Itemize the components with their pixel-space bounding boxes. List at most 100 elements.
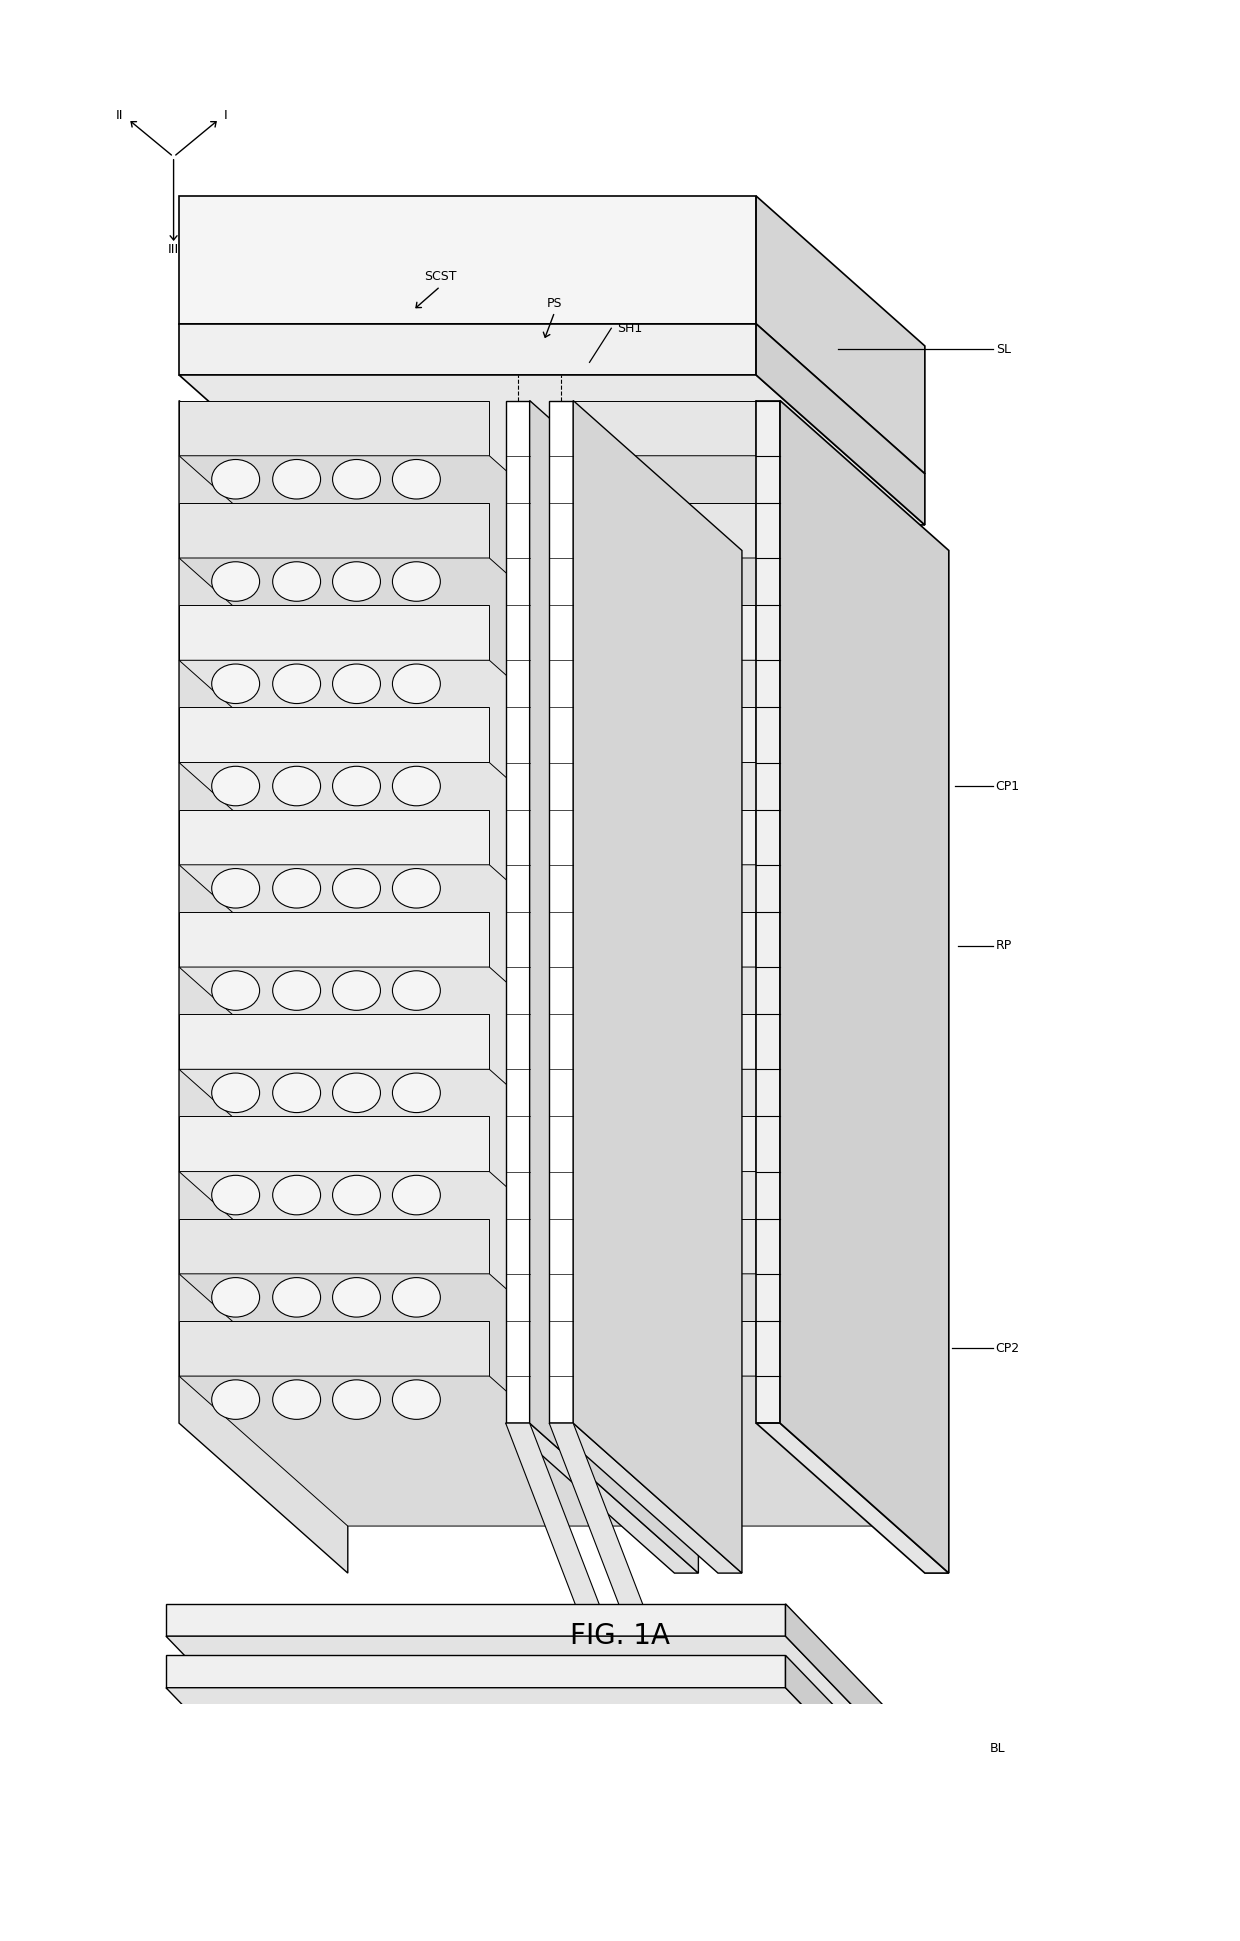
Polygon shape xyxy=(781,1176,892,1312)
Polygon shape xyxy=(781,563,892,699)
Polygon shape xyxy=(573,1322,756,1376)
Ellipse shape xyxy=(273,1277,321,1318)
Polygon shape xyxy=(166,1811,785,1842)
Polygon shape xyxy=(179,809,490,866)
Polygon shape xyxy=(781,460,892,596)
Ellipse shape xyxy=(273,664,321,703)
Polygon shape xyxy=(179,400,490,456)
Ellipse shape xyxy=(212,664,259,703)
Ellipse shape xyxy=(332,868,381,908)
Ellipse shape xyxy=(392,970,440,1011)
Polygon shape xyxy=(781,1380,892,1516)
Ellipse shape xyxy=(273,1380,321,1419)
Polygon shape xyxy=(179,606,490,660)
Ellipse shape xyxy=(212,1176,259,1215)
Ellipse shape xyxy=(212,460,259,499)
Ellipse shape xyxy=(332,1380,381,1419)
Polygon shape xyxy=(573,1172,925,1322)
Polygon shape xyxy=(179,1172,658,1322)
Text: PS: PS xyxy=(547,297,563,311)
Polygon shape xyxy=(573,967,925,1116)
Polygon shape xyxy=(781,1279,892,1413)
Text: II: II xyxy=(117,109,124,122)
Polygon shape xyxy=(506,400,529,1423)
Ellipse shape xyxy=(361,439,391,464)
Ellipse shape xyxy=(241,439,272,464)
Polygon shape xyxy=(781,1073,892,1209)
Polygon shape xyxy=(166,1636,889,1743)
Text: WL2: WL2 xyxy=(579,1036,601,1046)
Ellipse shape xyxy=(273,1176,321,1215)
Polygon shape xyxy=(781,767,892,903)
Polygon shape xyxy=(573,809,756,866)
Ellipse shape xyxy=(241,349,272,375)
Text: WL1: WL1 xyxy=(579,833,601,842)
Ellipse shape xyxy=(273,767,321,806)
Polygon shape xyxy=(781,972,892,1106)
Polygon shape xyxy=(179,324,925,474)
Polygon shape xyxy=(549,1423,742,1572)
Text: WL2: WL2 xyxy=(579,934,601,945)
Polygon shape xyxy=(179,196,756,324)
Polygon shape xyxy=(573,707,756,763)
Polygon shape xyxy=(166,1603,785,1636)
Polygon shape xyxy=(785,1759,889,1898)
Ellipse shape xyxy=(392,664,440,703)
Polygon shape xyxy=(756,912,925,1116)
Polygon shape xyxy=(179,707,490,763)
Ellipse shape xyxy=(361,394,391,419)
Ellipse shape xyxy=(361,349,391,375)
Text: I: I xyxy=(223,109,227,122)
Polygon shape xyxy=(756,400,925,606)
Ellipse shape xyxy=(300,439,331,464)
Polygon shape xyxy=(756,809,925,1015)
Polygon shape xyxy=(573,1219,756,1273)
Ellipse shape xyxy=(300,394,331,419)
Polygon shape xyxy=(179,1322,490,1376)
Polygon shape xyxy=(179,375,925,524)
Ellipse shape xyxy=(273,561,321,602)
Polygon shape xyxy=(573,1116,756,1172)
Ellipse shape xyxy=(212,561,259,602)
Polygon shape xyxy=(179,763,658,912)
Text: SCST: SCST xyxy=(424,270,456,283)
Text: WL1: WL1 xyxy=(579,730,601,740)
Ellipse shape xyxy=(392,1277,440,1318)
Ellipse shape xyxy=(273,868,321,908)
Text: SL: SL xyxy=(996,344,1011,355)
Polygon shape xyxy=(785,1811,889,1941)
Polygon shape xyxy=(166,1739,889,1846)
Polygon shape xyxy=(756,606,925,809)
Ellipse shape xyxy=(300,349,331,375)
Polygon shape xyxy=(179,1013,490,1069)
Polygon shape xyxy=(529,400,698,1572)
Text: LSL: LSL xyxy=(579,423,596,433)
Ellipse shape xyxy=(212,1277,259,1318)
Ellipse shape xyxy=(332,561,381,602)
Polygon shape xyxy=(166,1792,889,1898)
Polygon shape xyxy=(573,606,756,660)
Ellipse shape xyxy=(273,460,321,499)
Polygon shape xyxy=(166,1656,785,1689)
Ellipse shape xyxy=(392,868,440,908)
Text: SH1: SH1 xyxy=(616,322,642,334)
Polygon shape xyxy=(573,456,925,606)
Ellipse shape xyxy=(332,1176,381,1215)
Ellipse shape xyxy=(420,439,450,464)
Polygon shape xyxy=(573,1376,925,1526)
Ellipse shape xyxy=(273,970,321,1011)
Ellipse shape xyxy=(392,1380,440,1419)
Ellipse shape xyxy=(212,1380,259,1419)
Polygon shape xyxy=(756,707,925,912)
Polygon shape xyxy=(573,1273,925,1425)
Polygon shape xyxy=(781,666,892,800)
Polygon shape xyxy=(179,866,658,1015)
Polygon shape xyxy=(179,1273,658,1425)
Polygon shape xyxy=(756,1322,925,1526)
Polygon shape xyxy=(166,1842,889,1941)
Polygon shape xyxy=(506,1423,698,1572)
Polygon shape xyxy=(756,400,780,1423)
Polygon shape xyxy=(179,1219,490,1273)
Ellipse shape xyxy=(332,970,381,1011)
Polygon shape xyxy=(780,400,949,1572)
